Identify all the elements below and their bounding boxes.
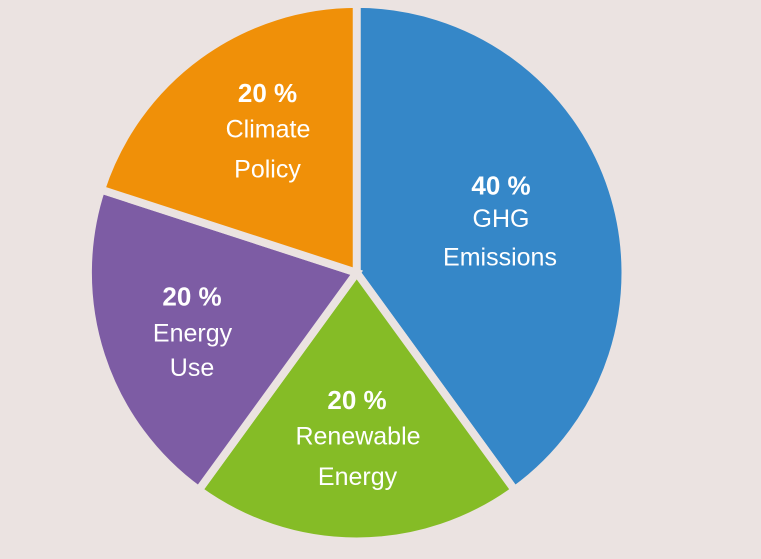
svg-text:Energy: Energy (153, 320, 233, 348)
svg-text:20 %: 20 % (238, 78, 297, 108)
svg-text:20 %: 20 % (162, 281, 221, 311)
svg-text:GHG: GHG (473, 205, 530, 233)
svg-text:Energy: Energy (318, 463, 398, 491)
svg-text:Emissions: Emissions (443, 243, 557, 271)
svg-text:Use: Use (170, 354, 214, 382)
svg-text:Policy: Policy (234, 156, 301, 184)
svg-text:40 %: 40 % (471, 170, 530, 200)
svg-text:20 %: 20 % (327, 385, 386, 415)
svg-text:Renewable: Renewable (295, 423, 420, 451)
svg-text:Climate: Climate (226, 116, 311, 144)
